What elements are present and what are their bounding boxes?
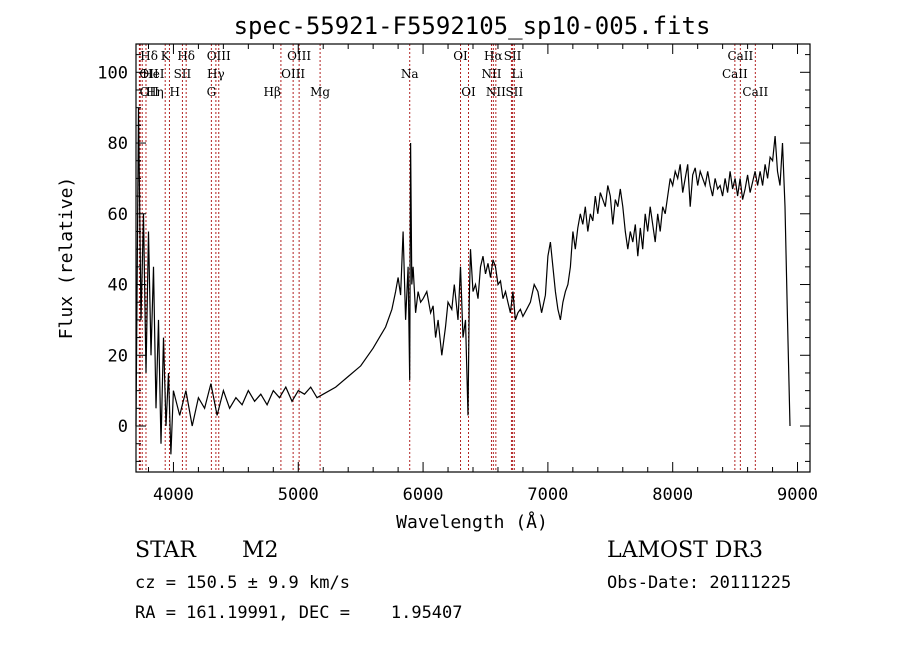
line-label-9: OIII [207, 49, 231, 63]
y-tick-label-1: 20 [108, 346, 128, 366]
x-tick-label-1: 5000 [278, 485, 319, 505]
line-label-12: Hβ [264, 85, 281, 99]
x-tick-label-2: 6000 [403, 485, 444, 505]
plot-frame [135, 43, 811, 473]
coordinates: RA = 161.19991, DEC = 1.95407 [135, 603, 463, 623]
object-subclass: M2 [242, 538, 279, 563]
line-label-6: H [169, 85, 179, 99]
survey-name: LAMOST DR3 [607, 538, 763, 563]
x-tick-label-4: 8000 [652, 485, 693, 505]
line-label-20: Hα [484, 49, 503, 63]
line-label-22: SII [504, 49, 522, 63]
line-label-18: OI [461, 85, 476, 99]
x-tick-label-3: 7000 [527, 485, 568, 505]
y-axis-label: Flux (relative) [56, 177, 77, 340]
line-label-5: K [161, 49, 171, 63]
y-axis: 0 20 40 60 80 100 [97, 54, 810, 462]
line-label-4: Hη [146, 85, 164, 99]
line-label-2: HeI [142, 67, 165, 81]
x-axis: 4000 5000 6000 7000 8000 9000 [147, 44, 818, 505]
y-tick-label-3: 60 [108, 205, 128, 225]
line-label-0: Hδ [140, 49, 158, 63]
x-tick-label-0: 4000 [153, 485, 194, 505]
line-label-26: CaII [727, 49, 753, 63]
line-label-24: SII [505, 85, 523, 99]
spectrum-line [135, 107, 791, 455]
line-label-21: NII [486, 85, 506, 99]
line-label-7: SII [174, 67, 192, 81]
y-tick-label-5: 100 [97, 63, 128, 83]
object-class: STAR [135, 538, 196, 563]
line-label-13: OIII [281, 67, 305, 81]
redshift-velocity: cz = 150.5 ± 9.9 km/s [135, 573, 350, 593]
y-tick-label-4: 80 [108, 134, 128, 154]
line-label-23: Li [511, 67, 523, 81]
line-label-15: Mg [310, 85, 330, 99]
line-label-19: NII [481, 67, 501, 81]
observation-date: Obs-Date: 20111225 [607, 573, 792, 593]
y-tick-label-2: 40 [108, 276, 128, 296]
line-label-17: OI [453, 49, 468, 63]
line-label-14: OIII [287, 49, 311, 63]
x-axis-label: Wavelength (Å) [396, 511, 548, 533]
line-label-11: G [207, 85, 217, 99]
line-label-16: Na [401, 67, 419, 81]
line-label-3: OII [140, 85, 160, 99]
line-label-25: CaII [722, 67, 748, 81]
line-label-27: CaII [742, 85, 768, 99]
chart-title: spec-55921-F5592105_sp10-005.fits [234, 12, 711, 40]
x-tick-label-5: 9000 [777, 485, 818, 505]
spectral-line-markers [138, 44, 756, 472]
line-label-10: Hγ [207, 67, 225, 81]
line-label-1: OII [139, 67, 159, 81]
line-label-8: Hδ [177, 49, 195, 63]
y-tick-label-0: 0 [118, 417, 128, 437]
